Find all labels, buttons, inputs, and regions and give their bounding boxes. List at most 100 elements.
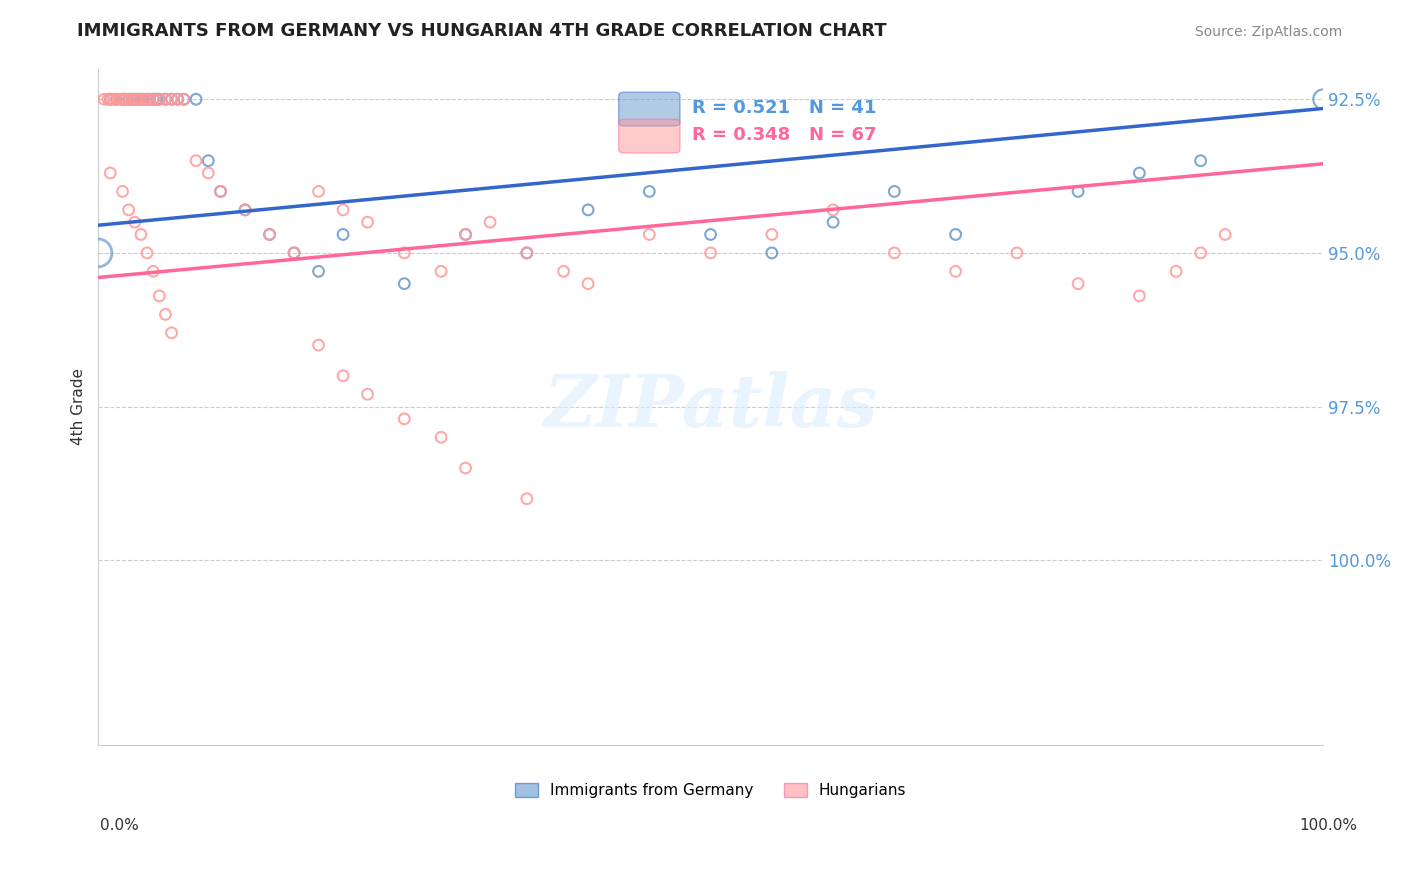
Point <box>576 202 599 217</box>
Point <box>148 92 170 106</box>
Point <box>394 246 416 260</box>
Point <box>118 202 141 217</box>
Legend: Immigrants from Germany, Hungarians: Immigrants from Germany, Hungarians <box>509 777 912 805</box>
Point <box>146 92 169 106</box>
Text: 100.0%: 100.0% <box>1299 818 1358 832</box>
Point <box>1189 153 1212 168</box>
Point <box>121 92 143 106</box>
Point <box>105 92 128 106</box>
Point <box>184 153 207 168</box>
Text: 0.0%: 0.0% <box>100 818 139 832</box>
Point <box>823 215 845 229</box>
Point <box>136 92 159 106</box>
Point <box>160 92 183 106</box>
Point <box>356 215 378 229</box>
Point <box>155 307 177 321</box>
Point <box>160 92 183 106</box>
Point <box>197 166 219 180</box>
Point <box>129 92 152 106</box>
Point <box>454 227 477 242</box>
Point <box>1067 277 1090 291</box>
Point <box>166 92 188 106</box>
Point <box>118 92 141 106</box>
Point <box>155 92 177 106</box>
Point <box>148 92 170 106</box>
Point <box>259 227 281 242</box>
Point <box>124 92 146 106</box>
Point <box>332 227 354 242</box>
Point <box>97 92 120 106</box>
Point <box>127 92 149 106</box>
Point <box>233 202 256 217</box>
Point <box>118 92 141 106</box>
Point <box>699 227 721 242</box>
Point <box>93 92 115 106</box>
Point <box>430 430 453 444</box>
Point <box>209 185 232 199</box>
Point <box>148 289 170 303</box>
Point <box>98 92 121 106</box>
Y-axis label: 4th Grade: 4th Grade <box>72 368 86 445</box>
Point <box>127 92 149 106</box>
Point <box>394 412 416 426</box>
Point <box>308 264 330 278</box>
Point <box>87 246 110 260</box>
Point <box>98 166 121 180</box>
Point <box>823 202 845 217</box>
Point <box>124 92 146 106</box>
Point <box>308 185 330 199</box>
Point <box>108 92 131 106</box>
Point <box>308 338 330 352</box>
FancyBboxPatch shape <box>619 120 681 153</box>
Point <box>209 185 232 199</box>
Point <box>430 264 453 278</box>
Point <box>1067 185 1090 199</box>
FancyBboxPatch shape <box>619 92 681 126</box>
Point <box>394 277 416 291</box>
Point <box>945 227 967 242</box>
Point <box>945 264 967 278</box>
Point <box>283 246 305 260</box>
Point <box>132 92 155 106</box>
Point <box>155 92 177 106</box>
Point <box>142 92 165 106</box>
Point <box>160 326 183 340</box>
Point <box>111 185 134 199</box>
Point <box>166 92 188 106</box>
Point <box>1128 166 1150 180</box>
Point <box>283 246 305 260</box>
Point <box>111 92 134 106</box>
Point <box>479 215 502 229</box>
Point <box>142 264 165 278</box>
Point <box>114 92 136 106</box>
Point <box>516 246 538 260</box>
Point <box>173 92 195 106</box>
Text: R = 0.521   N = 41: R = 0.521 N = 41 <box>692 99 876 117</box>
Point <box>142 92 165 106</box>
Point <box>98 92 121 106</box>
Point <box>1213 227 1236 242</box>
Point <box>121 92 143 106</box>
Point <box>454 227 477 242</box>
Point <box>105 92 128 106</box>
Point <box>114 92 136 106</box>
Text: IMMIGRANTS FROM GERMANY VS HUNGARIAN 4TH GRADE CORRELATION CHART: IMMIGRANTS FROM GERMANY VS HUNGARIAN 4TH… <box>77 21 887 39</box>
Point <box>136 246 159 260</box>
Point <box>134 92 156 106</box>
Point <box>138 92 160 106</box>
Point <box>197 153 219 168</box>
Point <box>259 227 281 242</box>
Point <box>454 461 477 475</box>
Point <box>576 277 599 291</box>
Point <box>1128 289 1150 303</box>
Point <box>699 246 721 260</box>
Point <box>1166 264 1188 278</box>
Point <box>761 227 783 242</box>
Point <box>136 92 159 106</box>
Point <box>111 92 134 106</box>
Text: ZIPatlas: ZIPatlas <box>544 371 877 442</box>
Point <box>332 368 354 383</box>
Point <box>638 227 661 242</box>
Point <box>233 202 256 217</box>
Point <box>516 246 538 260</box>
